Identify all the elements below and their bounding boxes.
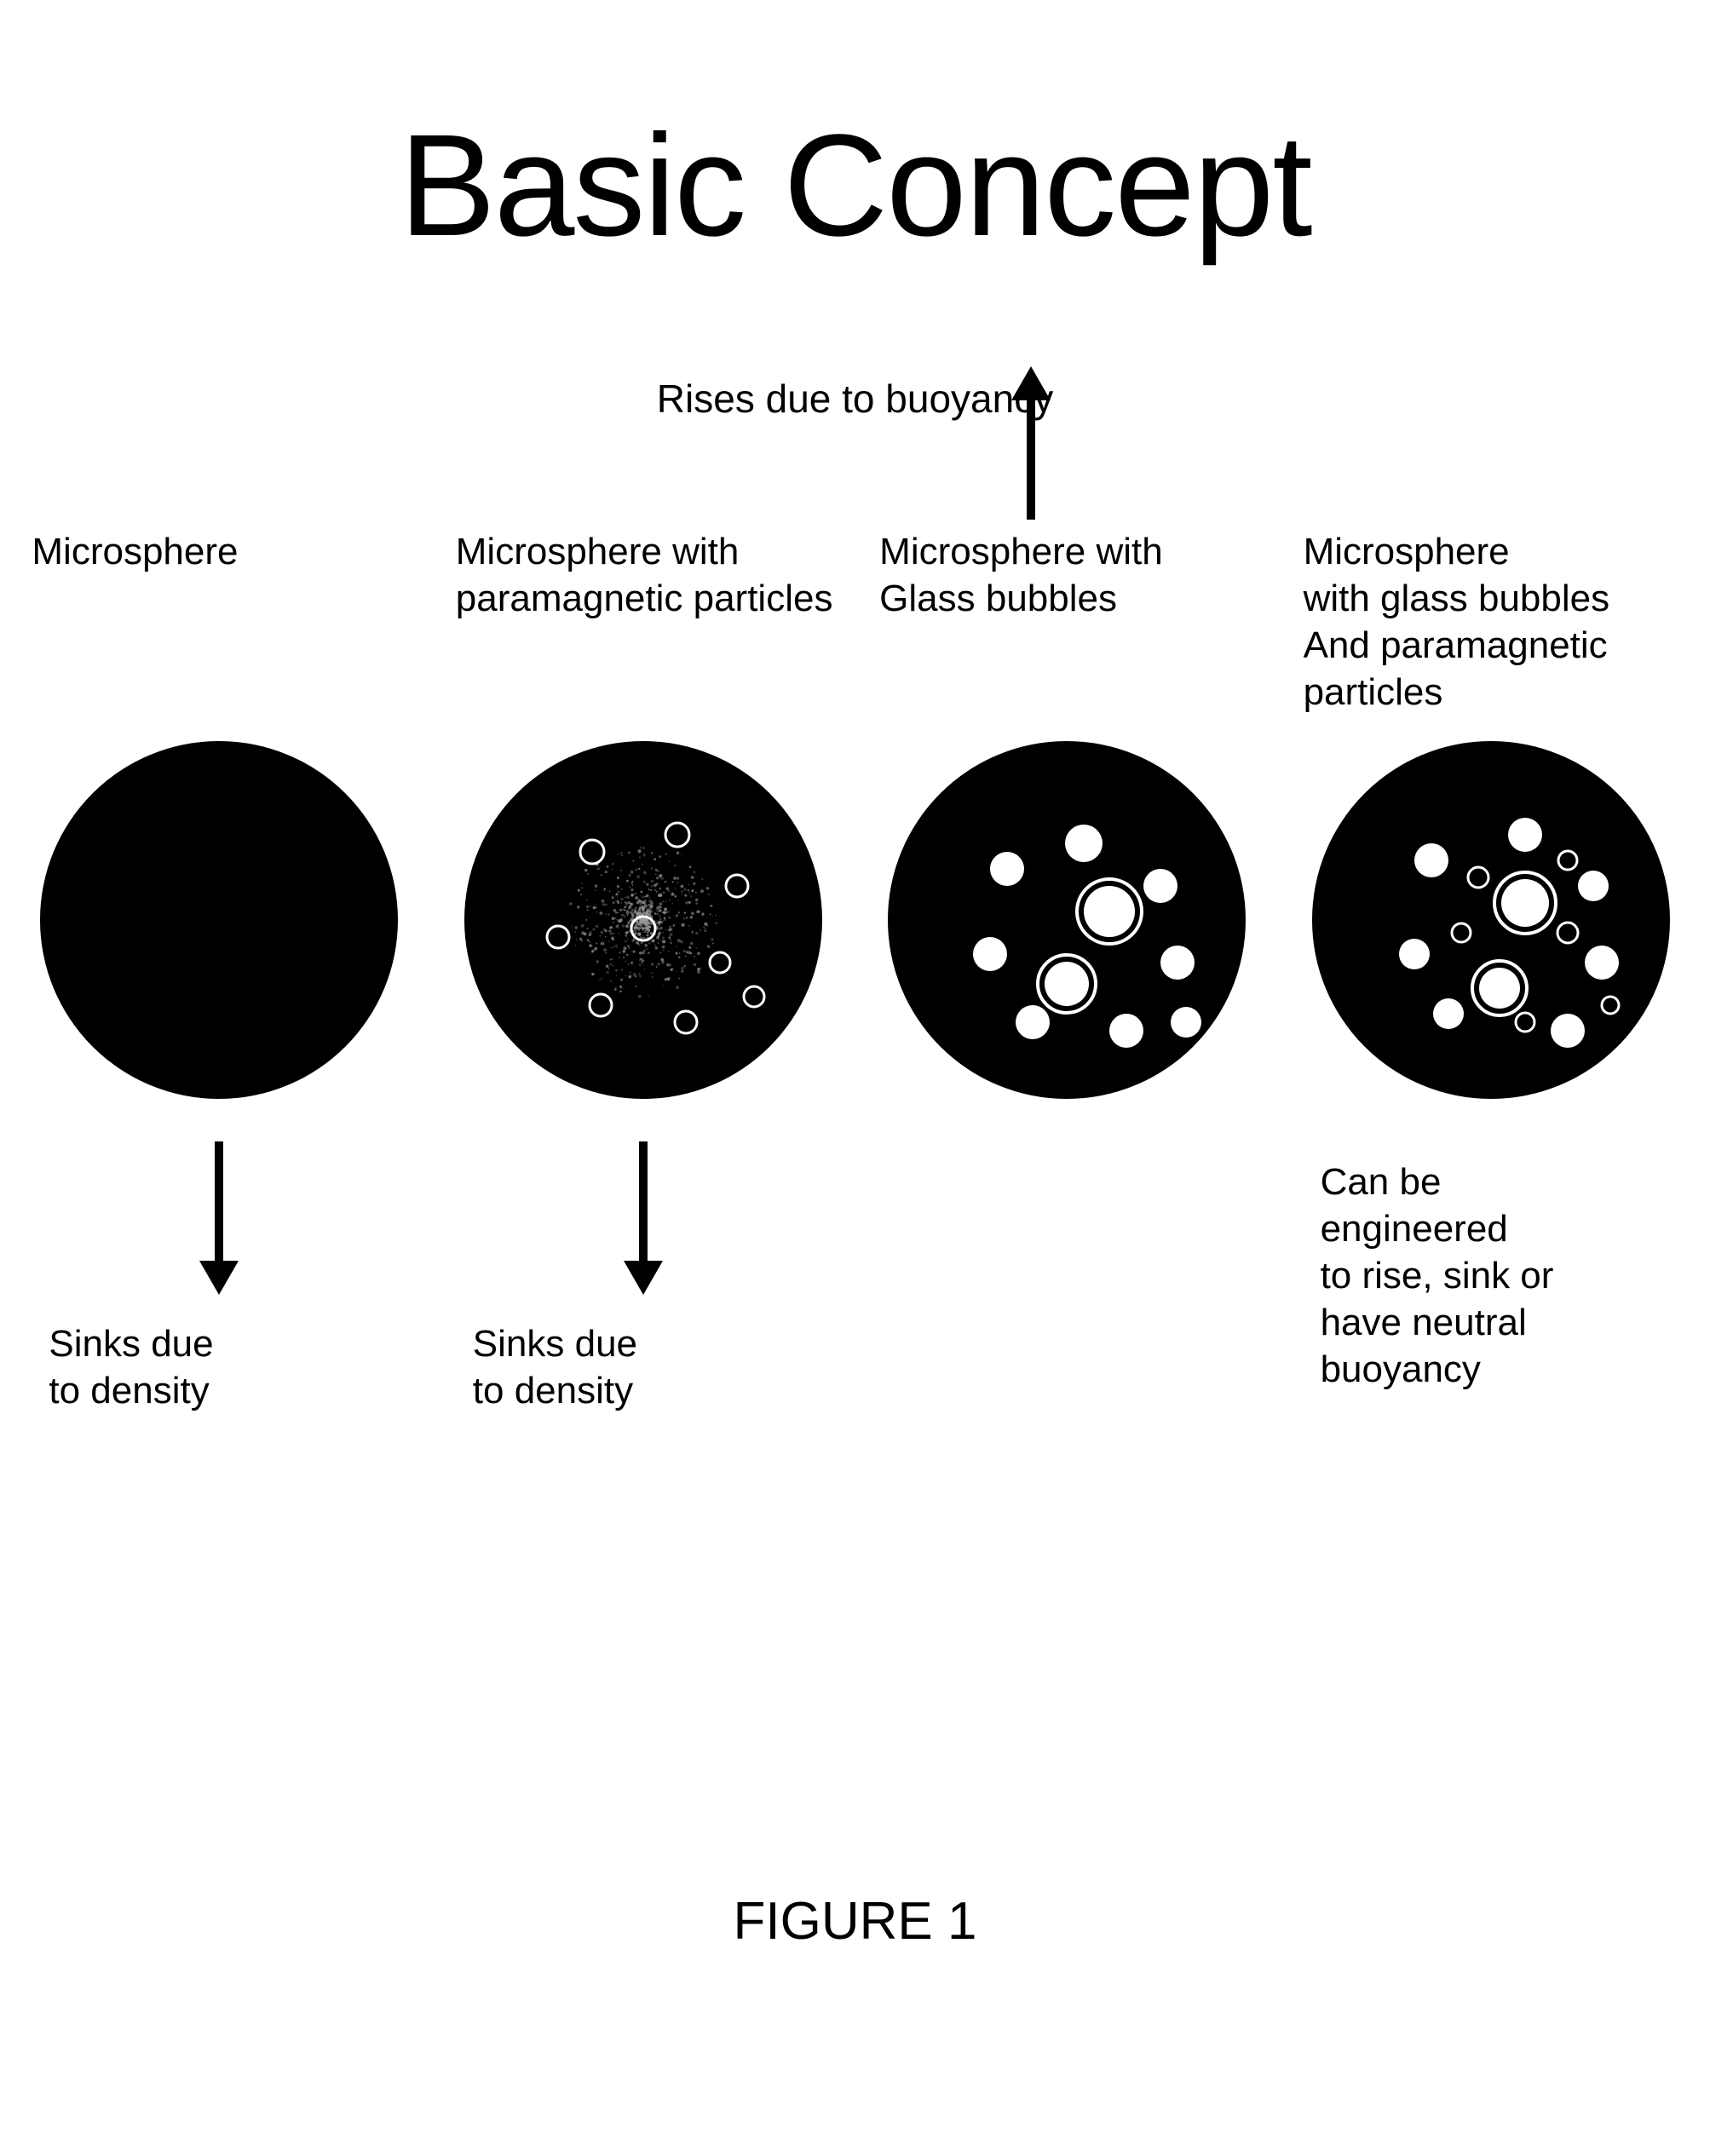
panel-bottom: Can be engineered to rise, sink or have … <box>1287 1141 1696 1393</box>
panel-bottom: Sinks due to density <box>14 1141 423 1414</box>
bottom-note: Sinks due to density <box>439 1320 848 1414</box>
panel-label: Microsphere with glass bubbles And param… <box>1287 528 1696 733</box>
panel-combo: Microsphere with glass bubbles And param… <box>1287 528 1696 1393</box>
down-arrow-icon <box>193 1141 245 1303</box>
sphere <box>456 733 831 1107</box>
panels-row: MicrosphereSinks due to densityMicrosphe… <box>0 528 1710 1414</box>
bottom-note: Can be engineered to rise, sink or have … <box>1287 1158 1696 1393</box>
rises-note: Rises due to buoyancy <box>657 375 1053 424</box>
figure-caption: FIGURE 1 <box>734 1891 977 1952</box>
down-arrow-icon <box>618 1141 669 1303</box>
sphere <box>879 733 1254 1107</box>
panel-plain: Microsphere Sinks due to density <box>14 528 423 1414</box>
panel-glass: Microsphere with Glass bubbles <box>862 528 1271 1141</box>
panel-bottom: Sinks due to density <box>439 1141 848 1414</box>
page-title: Basic Concept <box>399 102 1310 269</box>
panel-label: Microsphere with Glass bubbles <box>862 528 1271 733</box>
rises-arrow <box>1005 366 1057 541</box>
bottom-note: Sinks due to density <box>14 1320 423 1414</box>
panel-label: Microsphere <box>14 528 423 733</box>
panel-paramagnetic: Microsphere with paramagnetic particles S… <box>439 528 848 1414</box>
panel-label: Microsphere with paramagnetic particles <box>439 528 848 733</box>
sphere <box>32 733 406 1107</box>
sphere <box>1304 733 1678 1107</box>
